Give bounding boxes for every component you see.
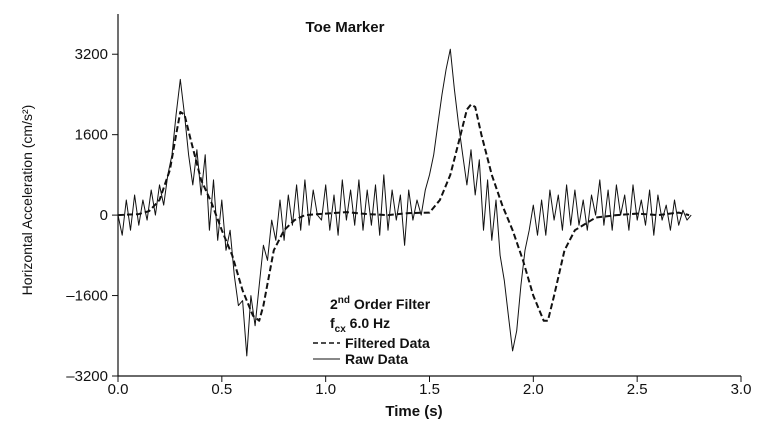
series-layer (117, 48, 692, 357)
axes (112, 14, 742, 382)
x-tick-label: 1.0 (315, 381, 336, 398)
series-raw-line (117, 48, 692, 357)
y-tick-label: 0 (100, 207, 108, 224)
x-tick-label: 2.0 (523, 381, 544, 398)
y-tick-label: –3200 (66, 368, 108, 385)
y-tick-label: 3200 (75, 46, 108, 63)
annotation-cutoff: fcx 6.0 Hz (330, 315, 390, 335)
x-tick-label: 2.5 (627, 381, 648, 398)
legend: Filtered Data Raw Data (313, 335, 430, 367)
legend-label-filtered: Filtered Data (345, 335, 430, 351)
chart-title: Toe Marker (306, 19, 385, 36)
series-filtered-line (117, 103, 690, 322)
y-tick-labels: 3200 1600 0 –1600 –3200 (66, 46, 108, 385)
y-axis-label: Horizontal Acceleration (cm/s²) (19, 105, 35, 296)
x-tick-label: 3.0 (731, 381, 752, 398)
annotation: 2nd Order Filter fcx 6.0 Hz (330, 295, 431, 335)
y-tick-label: 1600 (75, 127, 108, 144)
y-tick-label: –1600 (66, 288, 108, 305)
x-tick-label: 1.5 (419, 381, 440, 398)
x-axis-label: Time (s) (385, 403, 442, 420)
annotation-filter-order: 2nd Order Filter (330, 295, 431, 312)
x-tick-label: 0.5 (211, 381, 232, 398)
x-tick-labels: 0.0 0.5 1.0 1.5 2.0 2.5 3.0 (108, 381, 752, 398)
x-tick-label: 0.0 (108, 381, 129, 398)
legend-label-raw: Raw Data (345, 351, 408, 367)
